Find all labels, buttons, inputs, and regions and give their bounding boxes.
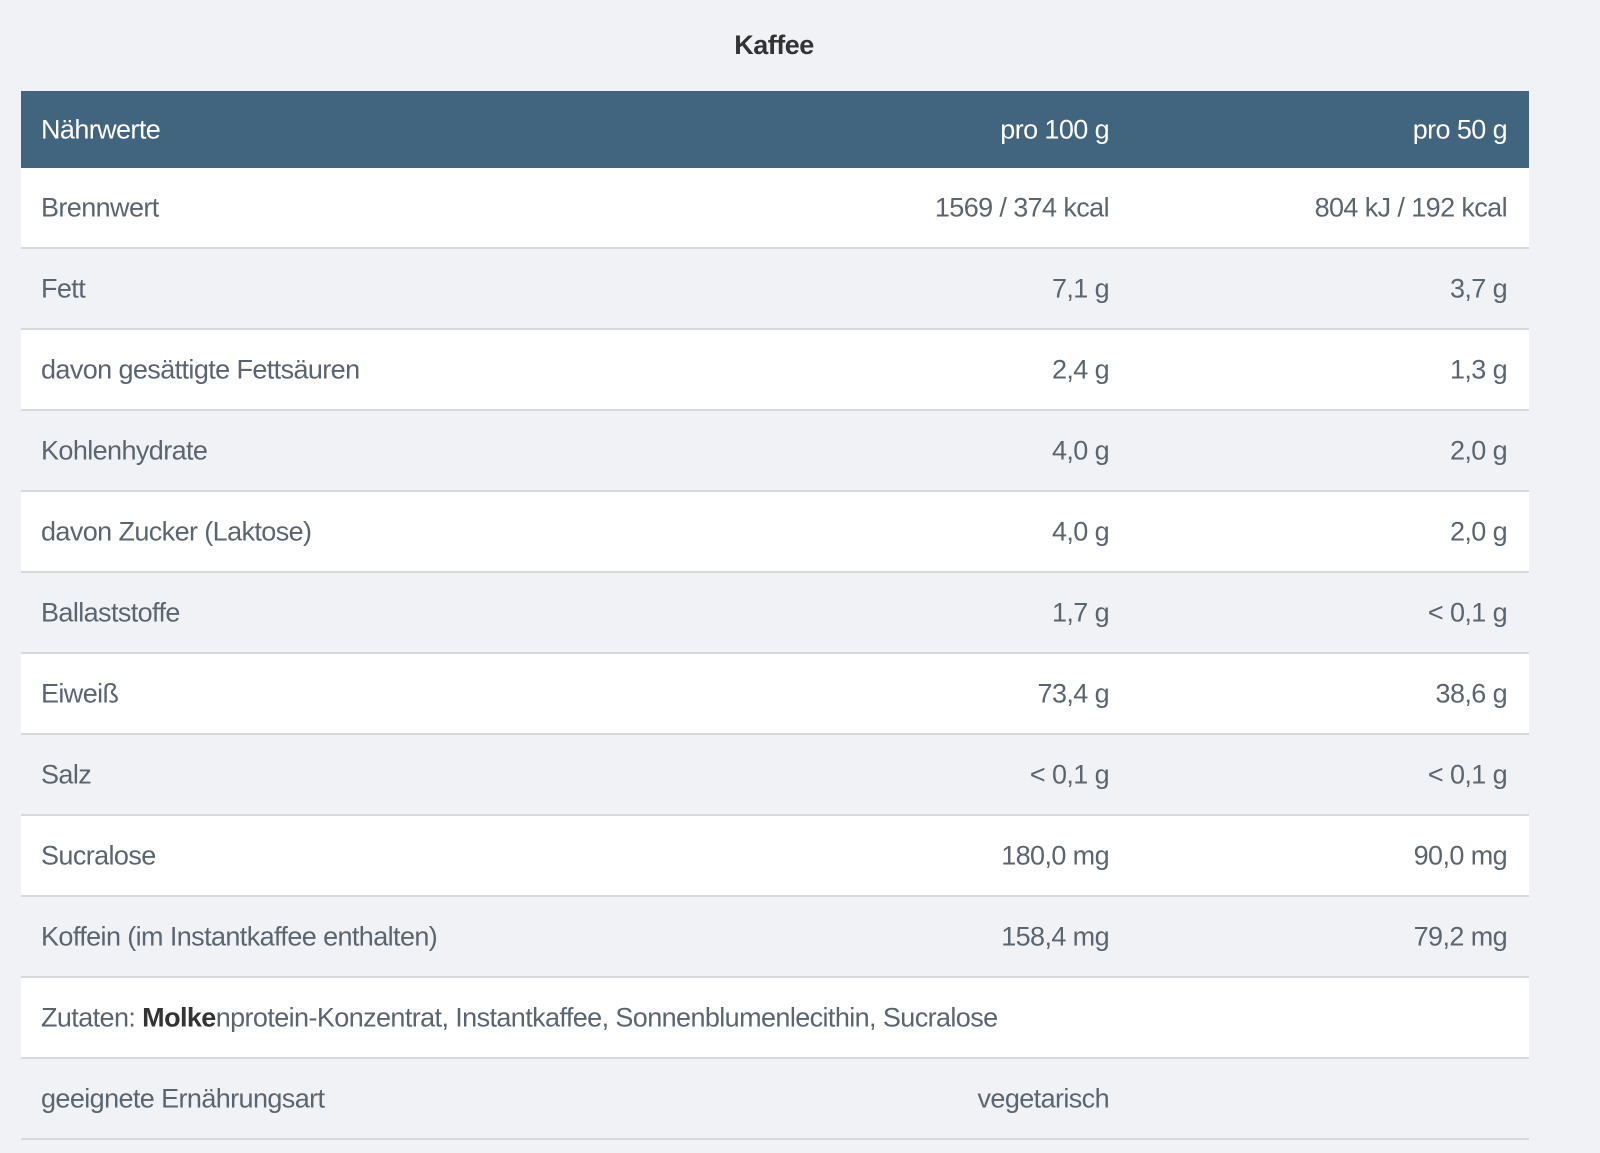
ingredients-text: Zutaten: Molkenprotein-Konzentrat, Insta… — [41, 1002, 998, 1033]
table-row: Sucralose 180,0 mg 90,0 mg — [21, 816, 1529, 897]
table-row: Kohlenhydrate 4,0 g 2,0 g — [21, 411, 1529, 492]
table-title: Kaffee — [734, 30, 814, 60]
nutrient-name: Eiweiß — [41, 678, 119, 708]
ingredients-row: Zutaten: Molkenprotein-Konzentrat, Insta… — [21, 978, 1529, 1059]
header-nutrient: Nährwerte — [41, 114, 161, 144]
diet-row: geeignete Ernährungsart vegetarisch — [21, 1059, 1529, 1140]
table-row: Salz < 0,1 g < 0,1 g — [21, 735, 1529, 816]
nutrient-name: Ballaststoffe — [41, 597, 180, 627]
value-per-50g: 90,0 mg — [1413, 840, 1508, 870]
value-per-100g: 73,4 g — [1037, 678, 1110, 708]
table-row: Fett 7,1 g 3,7 g — [21, 249, 1529, 330]
nutrient-name: Kohlenhydrate — [41, 435, 208, 465]
value-per-50g: < 0,1 g — [1427, 759, 1508, 789]
value-per-100g: < 0,1 g — [1029, 759, 1110, 789]
value-per-50g: 38,6 g — [1435, 678, 1508, 708]
table-row: Ballaststoffe 1,7 g < 0,1 g — [21, 573, 1529, 654]
nutrient-name: davon Zucker (Laktose) — [41, 516, 312, 546]
value-per-100g: 1,7 g — [1051, 597, 1110, 627]
nutrient-name: Salz — [41, 759, 92, 789]
value-per-50g: 1,3 g — [1449, 354, 1508, 384]
value-per-100g: 4,0 g — [1051, 516, 1110, 546]
table-row: Koffein (im Instantkaffee enthalten) 158,… — [21, 897, 1529, 978]
value-per-50g: 2,0 g — [1449, 516, 1508, 546]
header-per-100g: pro 100 g — [1000, 114, 1109, 144]
table-row: Eiweiß 73,4 g 38,6 g — [21, 654, 1529, 735]
value-per-50g: 804 kJ / 192 kcal — [1314, 192, 1508, 222]
table-row: Brennwert 1569 / 374 kcal 804 kJ / 192 kca… — [21, 168, 1529, 249]
ingredients-allergen: Molke — [142, 1002, 216, 1032]
table-row: davon Zucker (Laktose) 4,0 g 2,0 g — [21, 492, 1529, 573]
ingredients-prefix: Zutaten: — [41, 1002, 143, 1032]
value-per-100g: 180,0 mg — [1001, 840, 1109, 870]
value-per-50g: < 0,1 g — [1427, 597, 1508, 627]
value-per-100g: 158,4 mg — [1001, 921, 1109, 951]
ingredients-rest: nprotein-Konzentrat, Instantkaffee, Sonn… — [215, 1002, 998, 1032]
value-per-50g: 79,2 mg — [1413, 921, 1508, 951]
nutrient-name: Koffein (im Instantkaffee enthalten) — [41, 921, 438, 951]
value-per-50g: 2,0 g — [1449, 435, 1508, 465]
value-per-100g: 1569 / 374 kcal — [934, 192, 1110, 222]
value-per-50g: 3,7 g — [1449, 273, 1508, 303]
diet-value: vegetarisch — [977, 1083, 1110, 1113]
table-row: davon gesättigte Fettsäuren 2,4 g 1,3 g — [21, 330, 1529, 411]
value-per-100g: 2,4 g — [1051, 354, 1110, 384]
value-per-100g: 4,0 g — [1051, 435, 1110, 465]
nutrient-name: davon gesättigte Fettsäuren — [41, 354, 360, 384]
nutrient-name: Fett — [41, 273, 86, 303]
value-per-100g: 7,1 g — [1051, 273, 1110, 303]
header-per-50g: pro 50 g — [1412, 114, 1508, 144]
table-header: Nährwerte pro 100 g pro 50 g — [21, 91, 1529, 168]
nutrition-table: Nährwerte pro 100 g pro 50 g Brennwert 15… — [21, 91, 1529, 1140]
nutrient-name: Brennwert — [41, 192, 159, 222]
diet-label: geeignete Ernährungsart — [41, 1083, 325, 1113]
nutrient-name: Sucralose — [41, 840, 156, 870]
